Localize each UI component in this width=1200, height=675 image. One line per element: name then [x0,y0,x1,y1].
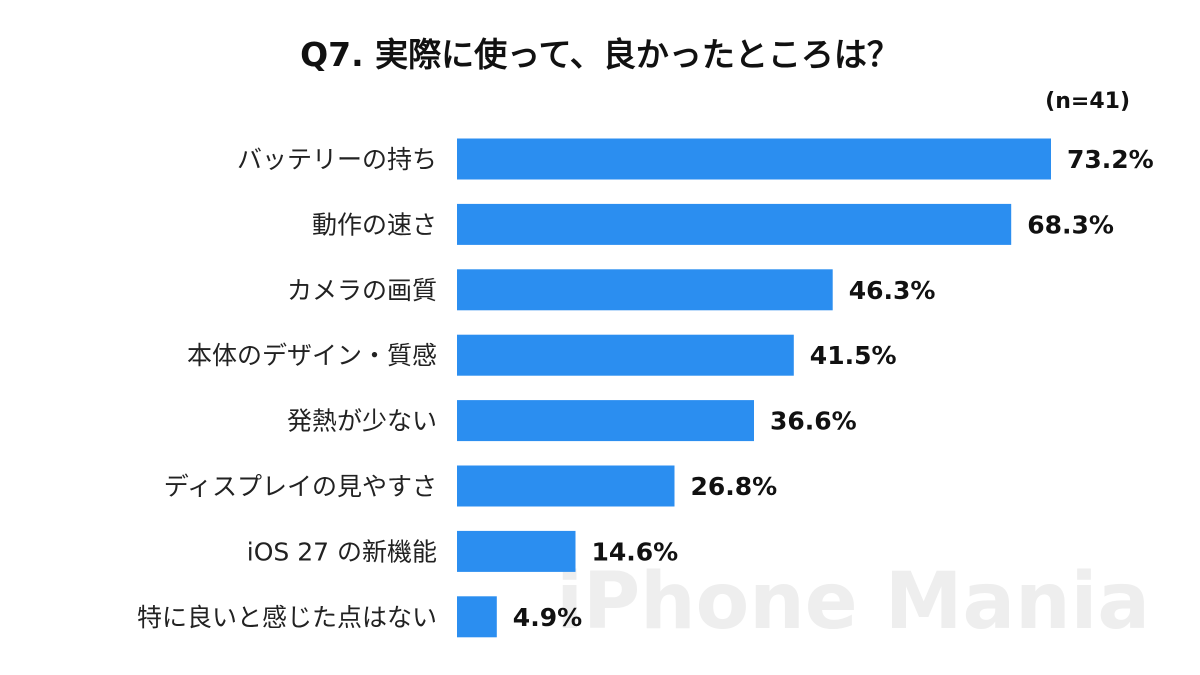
bar-2 [457,269,833,311]
bar-7 [457,596,497,638]
value-label-4: 36.6% [770,407,857,436]
category-label-3: 本体のデザイン・質感 [187,341,437,370]
value-label-2: 46.3% [849,276,936,305]
bar-3 [457,334,794,376]
value-label-0: 73.2% [1067,145,1154,174]
bar-0 [457,138,1051,180]
bars-group: バッテリーの持ち 73.2% 動作の速さ 68.3% カメラの画質 46.3% 本体のデザイ… [137,138,1154,638]
bar-6 [457,530,576,572]
category-label-5: ディスプレイの見やすさ [164,472,437,501]
category-label-7: 特に良いと感じた点はない [137,603,437,632]
category-label-2: カメラの画質 [287,276,437,305]
chart-title: Q7. 実際に使って、良かったところは？ [300,35,900,74]
category-label-1: 動作の速さ [312,210,437,239]
sample-size-label: (n=41) [1045,89,1130,114]
category-label-6: iOS 27 の新機能 [247,537,437,566]
bar-5 [457,465,675,507]
bar-4 [457,400,754,442]
value-label-5: 26.8% [691,472,778,501]
category-label-4: 発熱が少ない [287,407,437,436]
category-label-0: バッテリーの持ち [237,145,437,174]
value-label-7: 4.9% [513,603,582,632]
watermark: iPhone Mania [556,557,1150,647]
bar-1 [457,203,1012,245]
value-label-1: 68.3% [1027,210,1114,239]
value-label-3: 41.5% [810,341,897,370]
value-label-6: 14.6% [592,537,679,566]
